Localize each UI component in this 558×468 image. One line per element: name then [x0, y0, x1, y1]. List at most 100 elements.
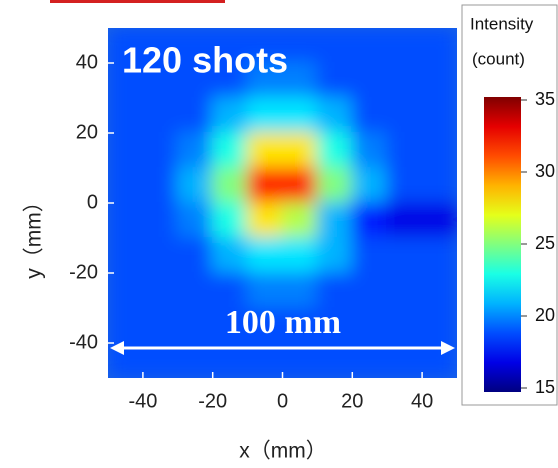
y-tick-label: -40	[69, 331, 98, 353]
heatmap-cell	[351, 237, 389, 274]
heatmap-cell	[246, 307, 284, 344]
heatmap-cell	[141, 237, 179, 274]
heatmap-cell	[421, 62, 457, 99]
heatmap-cell	[316, 97, 354, 134]
heatmap-cell	[176, 202, 214, 239]
heatmap-cell	[176, 97, 214, 134]
heatmap-cell	[141, 28, 179, 64]
heatmap-cell	[108, 237, 144, 274]
heatmap-cell	[386, 237, 424, 274]
heatmap-cell	[351, 132, 389, 169]
x-tick-label: 20	[341, 390, 363, 412]
heatmap-cell	[176, 307, 214, 344]
heatmap-cell	[421, 28, 457, 64]
heatmap-cell	[176, 167, 214, 204]
heatmap-cell	[351, 167, 389, 204]
heatmap-cell	[351, 202, 389, 239]
heatmap-cell	[351, 97, 389, 134]
y-tick-label: -20	[69, 261, 98, 283]
heatmap-cell	[281, 237, 319, 274]
y-tick-label: 0	[87, 191, 98, 213]
heatmap-cell	[281, 28, 319, 64]
heatmap-cell	[108, 307, 144, 344]
heatmap-cell	[211, 272, 249, 309]
colorbar-tick-label: 35	[535, 89, 555, 109]
heatmap-cell	[141, 132, 179, 169]
heatmap-cell	[421, 132, 457, 169]
heatmap-cell	[316, 237, 354, 274]
heatmap-cell	[246, 272, 284, 309]
heatmap-cell	[108, 97, 144, 134]
x-tick-label: 40	[411, 390, 433, 412]
y-axis-label: y（mm）	[23, 191, 46, 279]
annotation: 100 mm	[225, 304, 341, 341]
heatmap-cell	[316, 167, 354, 204]
heatmap-cell	[108, 167, 144, 204]
heatmap-cell	[281, 202, 319, 239]
y-tick-label: 40	[76, 51, 98, 73]
heatmap-cell	[386, 62, 424, 99]
heatmap-cell	[281, 97, 319, 134]
heatmap-cell	[211, 62, 249, 99]
heatmap-cell	[281, 167, 319, 204]
heatmap-cell	[351, 272, 389, 309]
heatmap-cell	[316, 272, 354, 309]
heatmap-cell	[421, 97, 457, 134]
heatmap-cell	[141, 167, 179, 204]
scale-arrow	[110, 341, 455, 355]
heatmap-cell	[211, 167, 249, 204]
heatmap-cell	[386, 97, 424, 134]
header-rule	[50, 0, 225, 3]
heatmap-cell	[176, 132, 214, 169]
heatmap-cell	[386, 132, 424, 169]
heatmap-cell	[281, 307, 319, 344]
heatmap-cell	[281, 272, 319, 309]
heatmap-cell	[421, 237, 457, 274]
heatmap-cell	[108, 28, 144, 64]
heatmap-cell	[316, 132, 354, 169]
colorbar-tick-label: 20	[535, 305, 555, 325]
heatmap-cell	[421, 307, 457, 344]
heatmap-cell	[421, 202, 457, 239]
heatmap-cell	[108, 202, 144, 239]
heatmap-cell	[386, 202, 424, 239]
heatmap-cell	[316, 28, 354, 64]
heatmap-cell	[108, 272, 144, 309]
heatmap-cell	[246, 132, 284, 169]
x-tick-label: 0	[277, 390, 288, 412]
arrow-head	[441, 341, 455, 355]
heatmap-cell	[176, 272, 214, 309]
heatmap-cell	[176, 62, 214, 99]
heatmap-cells	[108, 28, 457, 378]
colorbar	[484, 97, 521, 392]
heatmap-cell	[421, 167, 457, 204]
colorbar-unit: (count)	[472, 49, 525, 68]
heatmap-cell	[386, 28, 424, 64]
heatmap-cell	[316, 202, 354, 239]
heatmap-cell	[316, 62, 354, 99]
heatmap-cell	[141, 62, 179, 99]
y-tick-label: 20	[76, 121, 98, 143]
heatmap-cell	[351, 307, 389, 344]
heatmap-cell	[211, 97, 249, 134]
heatmap-cell	[351, 28, 389, 64]
heatmap-cell	[246, 97, 284, 134]
heatmap-cell	[386, 167, 424, 204]
heatmap-cell	[281, 132, 319, 169]
heatmap-cell	[246, 167, 284, 204]
heatmap-cell	[246, 28, 284, 64]
heatmap-cell	[141, 202, 179, 239]
heatmap-cell	[386, 272, 424, 309]
heatmap-cell	[108, 132, 144, 169]
heatmap-cell	[211, 237, 249, 274]
heatmap	[108, 28, 457, 378]
heatmap-cell	[316, 307, 354, 344]
arrow-head	[110, 341, 124, 355]
heatmap-cell	[281, 62, 319, 99]
heatmap-cell	[351, 62, 389, 99]
heatmap-cell	[141, 97, 179, 134]
heatmap-cell	[211, 28, 249, 64]
heatmap-cell	[211, 307, 249, 344]
heatmap-cell	[211, 132, 249, 169]
